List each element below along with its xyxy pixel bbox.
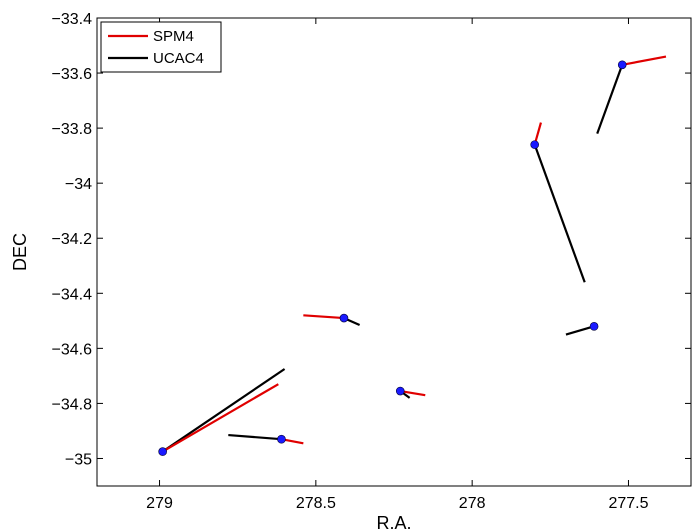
legend-label-spm4: SPM4 (153, 28, 194, 45)
y-tick-label-0: −35 (65, 451, 92, 468)
legend-label-ucac4: UCAC4 (153, 50, 204, 67)
star-marker-1 (530, 140, 539, 149)
star-marker-5 (158, 447, 167, 456)
y-tick-label-6: −33.8 (52, 121, 93, 138)
ucac4-vector-6 (228, 433, 282, 441)
x-tick-label-1: 278.5 (296, 495, 336, 512)
y-tick-label-3: −34.4 (52, 286, 93, 303)
spm4-vector-0 (622, 55, 667, 66)
x-axis-label: R.A. (376, 513, 411, 531)
plot-frame (96, 17, 692, 487)
y-tick-label-8: −33.4 (52, 11, 93, 28)
y-tick-label-1: −34.8 (52, 396, 93, 413)
star-marker-3 (339, 313, 349, 323)
ucac4-vector-2 (565, 325, 595, 336)
y-tick-label-5: −34 (65, 176, 92, 193)
x-tick-label-0: 279 (146, 495, 173, 512)
star-marker-4 (395, 386, 405, 396)
spm4-vector-5 (162, 383, 279, 453)
ucac4-vector-0 (596, 64, 624, 134)
y-axis-label: DEC (10, 233, 30, 271)
y-tick-label-7: −33.6 (52, 66, 93, 83)
y-tick-label-4: −34.2 (52, 231, 93, 248)
legend-box (100, 21, 222, 73)
star-marker-2 (589, 322, 599, 331)
spm4-vector-3 (303, 314, 345, 320)
star-marker-0 (617, 60, 627, 70)
axes: 279 278.5 278 277.5 −35 −34.8 −34.6 −34.4 −34.2 −… (52, 11, 692, 512)
star-marker-6 (277, 434, 286, 444)
y-tick-label-2: −34.6 (52, 341, 93, 358)
x-tick-label-2: 278 (459, 495, 486, 512)
legend: SPM4 UCAC4 (100, 21, 222, 73)
ucac4-vector-5 (162, 368, 286, 453)
plot-area (158, 55, 667, 456)
ucac4-vector-1 (533, 144, 586, 283)
x-tick-label-3: 277.5 (608, 495, 648, 512)
